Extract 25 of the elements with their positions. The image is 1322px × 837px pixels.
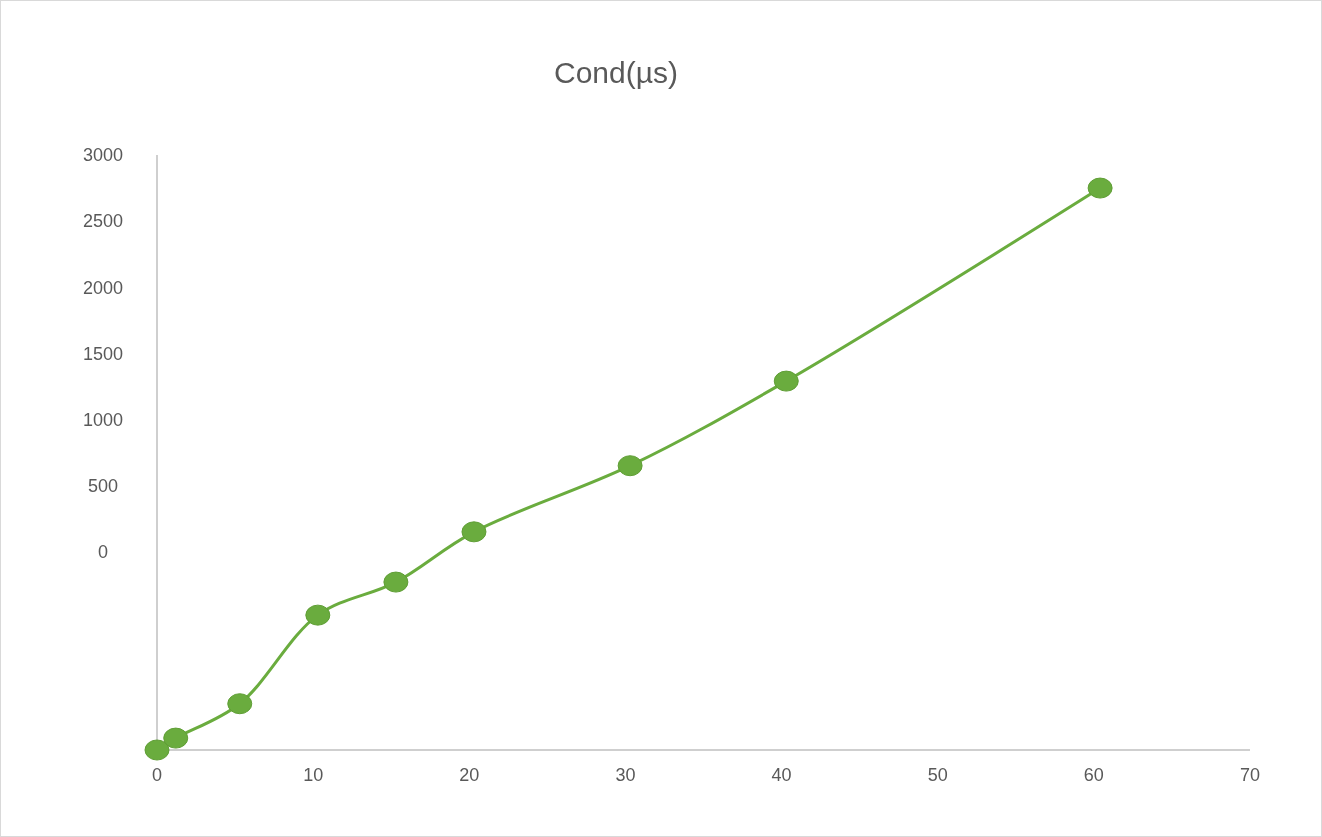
point	[461, 521, 487, 543]
x-tick-label: 60	[1083, 765, 1104, 786]
y-tick-label: 2500	[82, 211, 124, 232]
y-tick-label: 500	[87, 475, 119, 496]
point	[773, 370, 799, 392]
y-tick-label: 1000	[82, 409, 124, 430]
x-tick-label: 10	[303, 765, 324, 786]
point	[144, 739, 170, 761]
point	[305, 604, 331, 626]
y-tick-label: 2000	[82, 277, 124, 298]
x-tick-label: 50	[927, 765, 948, 786]
y-tick-label: 1500	[82, 343, 124, 364]
x-tick-label: 70	[1239, 765, 1261, 786]
y-tick-label: 0	[97, 541, 109, 562]
point	[617, 455, 643, 477]
x-tick-label: 40	[771, 765, 792, 786]
x-tick-label: 20	[459, 765, 480, 786]
point	[383, 571, 409, 593]
chart-title: Cond(µs)	[554, 56, 678, 89]
y-tick-label: 3000	[82, 145, 124, 166]
x-tick-label: 30	[615, 765, 636, 786]
point	[1087, 177, 1113, 199]
x-tick-label: 0	[151, 765, 163, 786]
point	[163, 727, 189, 749]
point	[227, 693, 253, 715]
